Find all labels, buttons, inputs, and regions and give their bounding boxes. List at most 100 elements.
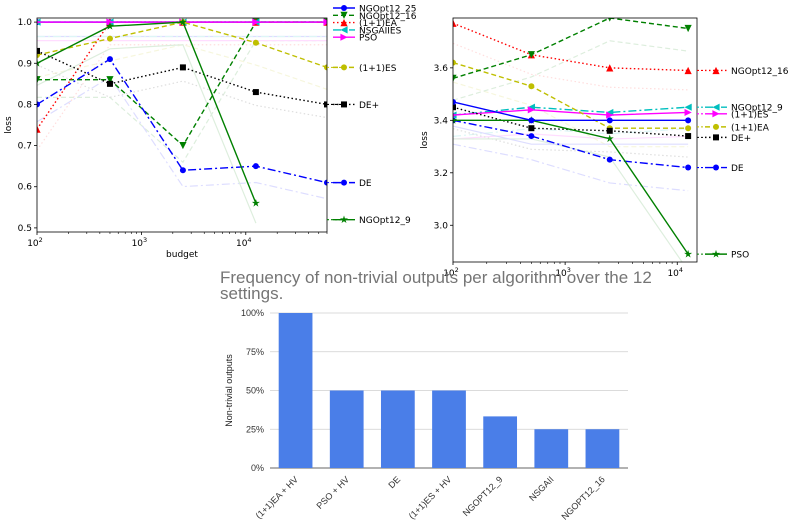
left-point-de bbox=[252, 89, 259, 96]
left-legend-marker-nsgaiies bbox=[340, 26, 348, 34]
bar-category-label: (1+1)ES + HV bbox=[407, 474, 454, 521]
left-legend-label-ngopt12-9: NGOpt12_9 bbox=[359, 216, 411, 226]
bar-y-tick-label: 0% bbox=[251, 463, 264, 473]
left-point-1-1-es bbox=[252, 39, 259, 46]
bar-chart-title-cont: settings. bbox=[220, 284, 283, 303]
bar-ngopt12-9 bbox=[483, 416, 518, 468]
left-point-de bbox=[106, 80, 113, 87]
bar-category-label: (1+1)EA + HV bbox=[254, 474, 300, 520]
right-point-ngopt12-16 bbox=[684, 66, 692, 75]
right-line-1-1-es bbox=[453, 109, 689, 116]
left-legend-marker-ngopt12-16 bbox=[340, 11, 348, 19]
right-point-1-1-es bbox=[606, 111, 614, 119]
right-point-unlabeled bbox=[528, 117, 535, 124]
right-point-pso bbox=[684, 249, 693, 258]
bar-y-tick-label: 25% bbox=[246, 424, 264, 434]
right-y-tick-label: 3.4 bbox=[434, 116, 449, 126]
right-line-de bbox=[453, 119, 689, 169]
left-point-de bbox=[106, 56, 113, 63]
right-point-de bbox=[528, 133, 535, 140]
left-point-1-1-ea bbox=[37, 125, 41, 133]
right-point-unlabeled bbox=[684, 24, 692, 33]
left-faded-line bbox=[37, 44, 257, 224]
right-line-ngopt12-16 bbox=[453, 22, 689, 72]
right-line-pso bbox=[453, 119, 689, 255]
right-point-de bbox=[606, 127, 613, 134]
left-point-de bbox=[179, 64, 186, 71]
bar-nsgaii bbox=[534, 429, 569, 468]
right-point-pso bbox=[605, 134, 614, 143]
left-y-axis-label: loss bbox=[4, 116, 14, 134]
right-point-unlabeled bbox=[453, 74, 457, 82]
right-point-ngopt12-9 bbox=[684, 103, 692, 111]
left-point-de bbox=[179, 167, 186, 174]
left-point-ngopt12-9 bbox=[105, 22, 114, 30]
right-legend-marker-1-1-es bbox=[712, 110, 720, 118]
right-faded-line bbox=[453, 128, 689, 138]
left-legend-label-ngopt12-16: NGOpt12_16 bbox=[359, 12, 417, 22]
right-point-ngopt12-16 bbox=[606, 64, 614, 72]
left-y-tick-label: 1.0 bbox=[18, 18, 33, 28]
right-line-unlabeled bbox=[453, 101, 689, 122]
right-legend-marker-ngopt12-16 bbox=[712, 66, 720, 75]
left-point-pso bbox=[323, 18, 327, 26]
left-point-de bbox=[37, 47, 40, 54]
right-faded-line bbox=[453, 81, 689, 148]
right-y-axis-label: loss bbox=[420, 131, 430, 149]
right-faded-line bbox=[453, 40, 689, 101]
left-legend-label-ngopt12-25: NGOpt12_25 bbox=[359, 5, 416, 15]
left-legend-marker-de bbox=[341, 179, 347, 186]
bar-category-label: PSO + HV bbox=[315, 474, 352, 511]
right-point-unlabeled bbox=[606, 117, 613, 124]
right-faded-line bbox=[453, 133, 689, 140]
left-y-tick-label: 0.7 bbox=[18, 142, 32, 152]
right-point-unlabeled bbox=[685, 117, 692, 124]
right-faded-line bbox=[453, 128, 689, 158]
left-legend-label-nsgaiies: NSGAIIES bbox=[359, 26, 402, 36]
left-legend-label-de: DE bbox=[359, 179, 372, 189]
bar-de bbox=[380, 390, 415, 468]
left-y-tick-label: 0.8 bbox=[18, 100, 33, 110]
left-legend-label-pso: PSO bbox=[359, 34, 377, 44]
left-faded-line bbox=[37, 44, 327, 90]
left-point-pso bbox=[252, 18, 260, 26]
left-point-ngopt12-16 bbox=[37, 76, 41, 84]
bar-1-1-ea-hv bbox=[278, 313, 313, 468]
left-legend-marker-de bbox=[341, 101, 347, 108]
left-point-de bbox=[324, 179, 327, 186]
left-series bbox=[37, 18, 327, 207]
bar-category-label: DE bbox=[386, 474, 402, 490]
right-legend-label-ngopt12-9: NGOpt12_9 bbox=[731, 104, 783, 114]
right-point-1-1-ea bbox=[453, 59, 456, 66]
left-line-ngopt12-9 bbox=[37, 21, 257, 204]
left-line-de bbox=[37, 50, 327, 106]
right-line-unlabeled bbox=[453, 18, 689, 80]
left-legend-label-1-1-es: (1+1)ES bbox=[359, 64, 397, 74]
right-point-unlabeled bbox=[607, 18, 612, 22]
left-point-de bbox=[252, 163, 259, 170]
left-legend-marker-ngopt12-25 bbox=[341, 5, 347, 11]
left-point-de bbox=[324, 101, 327, 108]
left-point-pso bbox=[37, 20, 41, 24]
right-faded-line bbox=[453, 143, 689, 192]
right-faded-line bbox=[453, 42, 689, 91]
left-point-ngopt12-16 bbox=[179, 141, 187, 150]
right-legend-marker-ngopt12-9 bbox=[712, 103, 720, 111]
right-legend-label-de: DE+ bbox=[731, 134, 751, 144]
right-point-de bbox=[453, 104, 456, 111]
left-point-1-1-es bbox=[324, 64, 327, 71]
right-point-1-1-ea bbox=[528, 83, 535, 90]
right-faded-line bbox=[453, 138, 683, 262]
bar-category-label: NGOPT12_9 bbox=[461, 474, 505, 518]
bar-category-label: NGOPT12_16 bbox=[559, 474, 606, 521]
left-legend-label-de: DE+ bbox=[359, 101, 379, 111]
left-point-ngopt12-9 bbox=[178, 18, 187, 26]
bar-pso-hv bbox=[329, 390, 364, 468]
right-legend-marker-1-1-ea bbox=[713, 123, 719, 130]
left-y-tick-label: 0.6 bbox=[18, 183, 33, 193]
right-legend-label-de: DE bbox=[731, 164, 744, 174]
right-point-1-1-es bbox=[684, 108, 692, 117]
left-line-de bbox=[37, 58, 327, 184]
